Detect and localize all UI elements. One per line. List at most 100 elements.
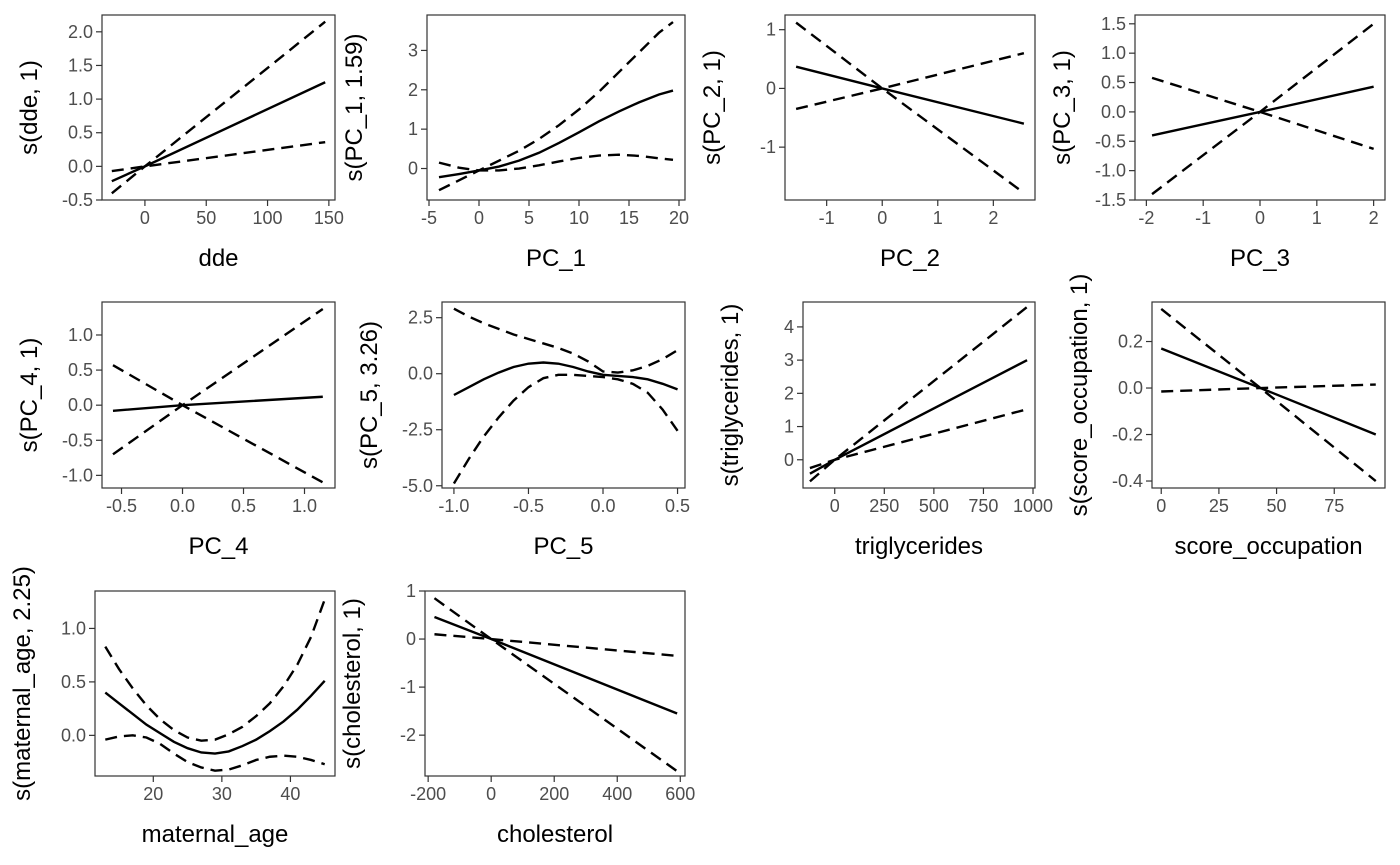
x-tick-label: -1.0 (438, 496, 469, 516)
x-tick-label: 2 (1369, 208, 1379, 228)
confidence-band-line-1 (104, 599, 326, 742)
x-tick-label: 30 (212, 784, 232, 804)
y-tick-label: -0.2 (1112, 425, 1143, 445)
y-tick-label: -5.0 (402, 476, 433, 496)
x-tick-label: 1000 (1013, 496, 1053, 516)
y-tick-label: 3 (408, 40, 418, 60)
smooth-fit-line (1160, 347, 1377, 436)
y-tick-label: 1 (408, 119, 418, 139)
y-axis-title: s(triglycerides, 1) (717, 304, 744, 487)
x-tick-label: -0.5 (106, 496, 137, 516)
panel-border (101, 301, 336, 489)
y-tick-label: 0.5 (61, 672, 86, 692)
panel-5: -0.5 0.0 0.5 1.0 -1.0 -0.5 0.0 0.5 1.0 PC_4 s(PC_4… (16, 301, 336, 560)
confidence-band-line-2 (452, 373, 679, 485)
x-tick-label: 100 (253, 208, 283, 228)
x-axis-title: score_occupation (1174, 533, 1362, 560)
y-tick-label: 0 (408, 159, 418, 179)
x-tick-label: 0.0 (170, 496, 195, 516)
y-tick-label: 0.5 (68, 123, 93, 143)
panel-3: -1 0 1 2 -1 0 1 PC_2 s(PC_2, 1) (699, 14, 1036, 272)
confidence-band-line-1 (438, 21, 674, 192)
y-tick-label: 0.5 (68, 360, 93, 380)
x-tick-label: 500 (919, 496, 949, 516)
x-tick-label: 0 (1255, 208, 1265, 228)
y-axis-title: s(PC_1, 1.59) (341, 33, 368, 181)
panel-10: -200 0 200 400 600 -2 -1 0 1 cholesterol s(cholest… (339, 581, 695, 848)
confidence-band-line-1 (112, 308, 324, 456)
smooth-fit-line (453, 361, 678, 397)
x-tick-label: 50 (1267, 496, 1287, 516)
panel-6: -1.0 -0.5 0.0 0.5 -5.0 -2.5 0.0 2.5 PC_5 s(PC_5, … (356, 301, 690, 560)
x-tick-label: -200 (410, 784, 446, 804)
x-tick-label: 200 (539, 784, 569, 804)
y-tick-label: 0.0 (68, 156, 93, 176)
y-tick-label: 0.2 (1118, 332, 1143, 352)
y-tick-label: -1.0 (62, 465, 93, 485)
x-tick-label: 5 (524, 208, 534, 228)
x-tick-label: 0 (486, 784, 496, 804)
x-tick-label: 0 (1156, 496, 1166, 516)
panel-border (424, 590, 686, 777)
x-axis-title: cholesterol (497, 821, 613, 848)
x-tick-label: -2 (1138, 208, 1154, 228)
y-tick-label: -0.4 (1112, 471, 1143, 491)
y-tick-label: 1.5 (68, 55, 93, 75)
x-axis-title: PC_2 (880, 245, 940, 272)
y-axis-title: s(PC_5, 3.26) (356, 321, 383, 469)
panel-4: -2 -1 0 1 2 -1.5 -1.0 -0.5 0.0 0.5 1.0 1.5 PC_3 s(PC_… (1049, 14, 1386, 272)
panel-1: 0 50 100 150 -0.5 0.0 0.5 1.0 1.5 2.0 dde s(dde, 1) (16, 14, 344, 272)
x-tick-label: 0.5 (231, 496, 256, 516)
panel-7: 0 250 500 750 1000 0 1 2 3 4 triglycerides s(trigly… (717, 301, 1053, 560)
y-tick-label: 1.5 (1101, 14, 1126, 34)
x-tick-label: 2 (988, 208, 998, 228)
x-tick-label: -0.5 (513, 496, 544, 516)
panel-border (101, 14, 336, 201)
x-tick-label: 1 (1312, 208, 1322, 228)
x-tick-label: -1 (819, 208, 835, 228)
x-tick-label: -1 (1195, 208, 1211, 228)
x-tick-label: 50 (196, 208, 216, 228)
confidence-band-line-1 (453, 307, 679, 374)
y-tick-label: 0 (766, 78, 776, 98)
confidence-band-line-2 (1151, 76, 1375, 151)
y-axis-title: s(cholesterol, 1) (339, 598, 366, 769)
x-axis-title: PC_5 (533, 533, 593, 560)
x-tick-label: 600 (665, 784, 695, 804)
y-tick-label: 0.0 (68, 395, 93, 415)
x-tick-label: 40 (280, 784, 300, 804)
x-tick-label: 75 (1324, 496, 1344, 516)
x-tick-label: 400 (602, 784, 632, 804)
x-tick-label: -5 (421, 208, 437, 228)
x-tick-label: 750 (968, 496, 998, 516)
confidence-band-line-2 (795, 52, 1025, 111)
smooth-fit-line (438, 89, 674, 179)
confidence-band-line-1 (433, 597, 678, 773)
x-tick-label: 20 (143, 784, 163, 804)
panel-border (441, 301, 686, 489)
y-tick-label: 0.0 (408, 364, 433, 384)
y-tick-label: 0.0 (1118, 378, 1143, 398)
panel-border (426, 14, 686, 201)
smooth-fit-line (434, 615, 678, 715)
y-tick-label: 0.5 (1101, 73, 1126, 93)
x-tick-label: 0 (877, 208, 887, 228)
y-tick-label: 1 (406, 581, 416, 601)
x-tick-label: 0 (140, 208, 150, 228)
y-tick-label: -1.0 (1095, 161, 1126, 181)
y-tick-label: 0.0 (61, 725, 86, 745)
y-tick-label: -0.5 (62, 430, 93, 450)
y-axis-title: s(dde, 1) (16, 60, 43, 155)
confidence-band-line-1 (111, 20, 326, 195)
x-axis-title: PC_1 (526, 245, 586, 272)
x-tick-label: 150 (314, 208, 344, 228)
y-tick-label: -2 (400, 725, 416, 745)
x-axis-title: PC_3 (1230, 245, 1290, 272)
y-axis-title: s(PC_2, 1) (699, 50, 726, 165)
panel-border (802, 301, 1036, 489)
x-tick-label: 0 (474, 208, 484, 228)
y-axis-title: s(PC_4, 1) (16, 338, 43, 453)
smooth-fit-line (104, 680, 326, 755)
x-tick-label: 1 (933, 208, 943, 228)
panel-border (94, 590, 336, 777)
